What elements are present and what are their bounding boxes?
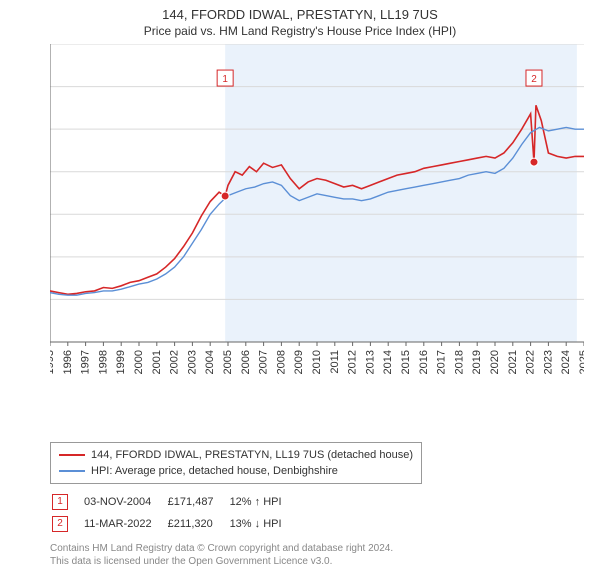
transaction-date: 03-NOV-2004 [84,492,166,512]
svg-text:2025: 2025 [578,350,584,374]
svg-text:2023: 2023 [542,350,554,374]
svg-text:2: 2 [531,74,537,85]
svg-text:2013: 2013 [364,350,376,374]
legend-label: HPI: Average price, detached house, Denb… [91,465,338,477]
svg-text:1998: 1998 [97,350,109,374]
svg-text:2021: 2021 [507,350,519,374]
svg-text:2012: 2012 [347,350,359,374]
footnote-line1: Contains HM Land Registry data © Crown c… [50,542,600,555]
svg-text:1: 1 [222,74,228,85]
legend-item: 144, FFORDD IDWAL, PRESTATYN, LL19 7US (… [59,447,413,463]
svg-text:2001: 2001 [151,350,163,374]
svg-text:2009: 2009 [293,350,305,374]
legend: 144, FFORDD IDWAL, PRESTATYN, LL19 7US (… [50,442,422,484]
svg-text:2008: 2008 [275,350,287,374]
svg-text:2017: 2017 [436,350,448,374]
svg-text:2022: 2022 [525,350,537,374]
legend-swatch [59,454,85,456]
transaction-row: 1 03-NOV-2004£171,48712% ↑ HPI [52,492,296,512]
svg-text:1999: 1999 [115,350,127,374]
chart-svg: £0K£50K£100K£150K£200K£250K£300K£350K199… [50,44,584,384]
svg-text:2005: 2005 [222,350,234,374]
footnote-line2: This data is licensed under the Open Gov… [50,555,600,568]
svg-text:2000: 2000 [133,350,145,374]
svg-text:2018: 2018 [453,350,465,374]
chart-container: 144, FFORDD IDWAL, PRESTATYN, LL19 7US P… [0,0,600,440]
svg-text:2024: 2024 [560,350,572,374]
svg-text:2003: 2003 [186,350,198,374]
svg-text:2010: 2010 [311,350,323,374]
transaction-price: £171,487 [168,492,228,512]
svg-text:2011: 2011 [329,350,341,374]
svg-text:2019: 2019 [471,350,483,374]
legend-label: 144, FFORDD IDWAL, PRESTATYN, LL19 7US (… [91,449,413,461]
svg-text:2020: 2020 [489,350,501,374]
legend-item: HPI: Average price, detached house, Denb… [59,463,413,479]
svg-text:2004: 2004 [204,350,216,374]
svg-text:2007: 2007 [258,350,270,374]
transaction-date: 11-MAR-2022 [84,514,166,534]
svg-text:1996: 1996 [62,350,74,374]
svg-text:2006: 2006 [240,350,252,374]
svg-text:2002: 2002 [169,350,181,374]
svg-text:1995: 1995 [50,350,56,374]
footnote: Contains HM Land Registry data © Crown c… [50,542,600,568]
transaction-row: 2 11-MAR-2022£211,32013% ↓ HPI [52,514,296,534]
transaction-price: £211,320 [168,514,228,534]
transaction-badge: 1 [52,494,68,510]
svg-text:2016: 2016 [418,350,430,374]
chart-title: 144, FFORDD IDWAL, PRESTATYN, LL19 7US [0,0,600,24]
legend-swatch [59,470,85,472]
svg-text:2014: 2014 [382,350,394,374]
chart-plot: £0K£50K£100K£150K£200K£250K£300K£350K199… [50,44,584,384]
transactions-table: 1 03-NOV-2004£171,48712% ↑ HPI 2 11-MAR-202… [50,490,298,536]
transaction-delta: 12% ↑ HPI [230,492,296,512]
svg-text:1997: 1997 [80,350,92,374]
transaction-delta: 13% ↓ HPI [230,514,296,534]
transaction-badge: 2 [52,516,68,532]
chart-subtitle: Price paid vs. HM Land Registry's House … [0,24,600,42]
svg-text:2015: 2015 [400,350,412,374]
